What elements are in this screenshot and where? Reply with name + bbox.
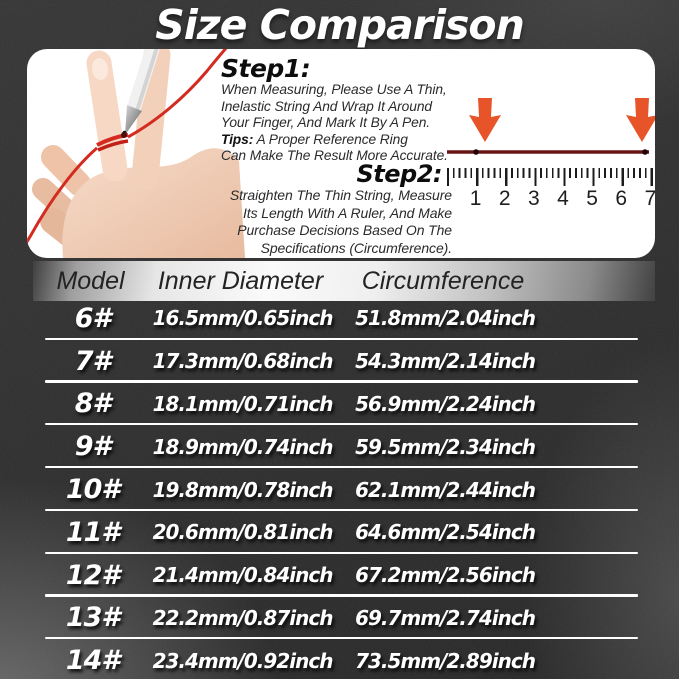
- circumference-cell: 51.8mm/2.04inch: [355, 306, 536, 331]
- model-cell: 10#: [65, 474, 120, 506]
- table-row: 8# 18.1mm/0.71inch 56.9mm/2.24inch: [35, 383, 650, 426]
- inner-diameter-cell: 16.5mm/0.65inch: [152, 306, 334, 331]
- inner-diameter-cell: 18.1mm/0.71inch: [152, 391, 334, 416]
- model-cell: 13#: [65, 602, 120, 634]
- step2-instructions: Step2: Straighten The Thin String, Measu…: [207, 161, 452, 257]
- step1-tips-line: Tips: A Proper Reference Ring: [221, 131, 408, 147]
- ruler-number: 2: [498, 187, 511, 210]
- model-cell: 9#: [74, 431, 112, 463]
- inner-diameter-cell: 21.4mm/0.84inch: [152, 563, 334, 588]
- circumference-cell: 62.1mm/2.44inch: [355, 477, 536, 502]
- model-cell: 11#: [65, 516, 120, 548]
- step1-line: Inelastic String And Wrap It Around: [221, 98, 432, 114]
- step1-heading: Step1:: [221, 54, 311, 83]
- model-cell: 6#: [74, 302, 112, 334]
- header-model: Model: [56, 266, 125, 295]
- header-circumference: Circumference: [361, 266, 525, 295]
- step1-line: When Measuring, Please Use A Thin,: [221, 82, 447, 97]
- circumference-cell: 54.3mm/2.14inch: [355, 349, 536, 374]
- inner-diameter-cell: 22.2mm/0.87inch: [152, 605, 334, 630]
- model-cell: 12#: [65, 559, 120, 591]
- page-title: Size Comparison: [155, 1, 525, 49]
- inner-diameter-cell: 17.3mm/0.68inch: [152, 349, 334, 374]
- step2-heading: Step2:: [356, 160, 442, 188]
- circumference-cell: 73.5mm/2.89inch: [355, 648, 536, 673]
- table-row: 13# 22.2mm/0.87inch 69.7mm/2.74inch: [35, 597, 650, 640]
- model-cell: 8#: [74, 388, 112, 420]
- ruler-number: 6: [615, 187, 628, 210]
- table-row: 14# 23.4mm/0.92inch 73.5mm/2.89inch: [35, 639, 650, 679]
- table-row: 12# 21.4mm/0.84inch 67.2mm/2.56inch: [35, 554, 650, 597]
- header-inner-diameter: Inner Diameter: [157, 266, 324, 295]
- circumference-cell: 64.6mm/2.54inch: [355, 520, 536, 545]
- table-header: Model Inner Diameter Circumference: [33, 261, 655, 301]
- circumference-cell: 67.2mm/2.56inch: [355, 563, 536, 588]
- inner-diameter-cell: 23.4mm/0.92inch: [152, 648, 334, 673]
- model-cell: 7#: [74, 345, 112, 377]
- inner-diameter-cell: 20.6mm/0.81inch: [152, 520, 334, 545]
- ruler-number: 7: [644, 187, 655, 210]
- inner-diameter-cell: 18.9mm/0.74inch: [152, 434, 334, 459]
- step2-line: Its Length With A Ruler, And Make: [242, 204, 452, 221]
- instruction-panel: 1 2 3 4 5 6 7 Step1: When Measuring, Ple…: [27, 49, 655, 258]
- straightened-string-line: [447, 149, 649, 155]
- table-row: 9# 18.9mm/0.74inch 59.5mm/2.34inch: [35, 425, 650, 469]
- down-arrow-icons: [469, 98, 655, 142]
- tips-label: Tips:: [221, 131, 254, 147]
- ruler-scale: 1 2 3 4 5 6 7: [461, 187, 655, 211]
- size-table: 6# 16.5mm/0.65inch 51.8mm/2.04inch 7# 17…: [35, 297, 650, 679]
- ruler-number: 5: [586, 187, 598, 210]
- table-row: 6# 16.5mm/0.65inch 51.8mm/2.04inch: [35, 297, 650, 340]
- step2-line: Purchase Decisions Based On The: [237, 222, 452, 238]
- inner-diameter-cell: 19.8mm/0.78inch: [152, 477, 334, 502]
- model-cell: 14#: [65, 645, 120, 677]
- ruler-ticks-icon: [447, 168, 655, 186]
- pen-mark-dot: [121, 132, 127, 138]
- circumference-cell: 59.5mm/2.34inch: [355, 434, 536, 459]
- step2-line: Specifications (Circumference).: [260, 239, 453, 256]
- step1-instructions: Step1: When Measuring, Please Use A Thin…: [221, 55, 473, 165]
- step2-line: Straighten The Thin String, Measure: [229, 187, 452, 203]
- table-row: 10# 19.8mm/0.78inch 62.1mm/2.44inch: [35, 468, 650, 511]
- table-row: 7# 17.3mm/0.68inch 54.3mm/2.14inch: [35, 340, 650, 383]
- circumference-cell: 56.9mm/2.24inch: [355, 391, 536, 416]
- ruler-number: 3: [528, 187, 540, 210]
- ruler-number: 1: [469, 187, 482, 210]
- ruler-number: 4: [557, 187, 569, 210]
- table-row: 11# 20.6mm/0.81inch 64.6mm/2.54inch: [35, 511, 650, 554]
- step1-line: Your Finger, And Mark It By A Pen.: [221, 115, 431, 130]
- circumference-cell: 69.7mm/2.74inch: [355, 605, 536, 630]
